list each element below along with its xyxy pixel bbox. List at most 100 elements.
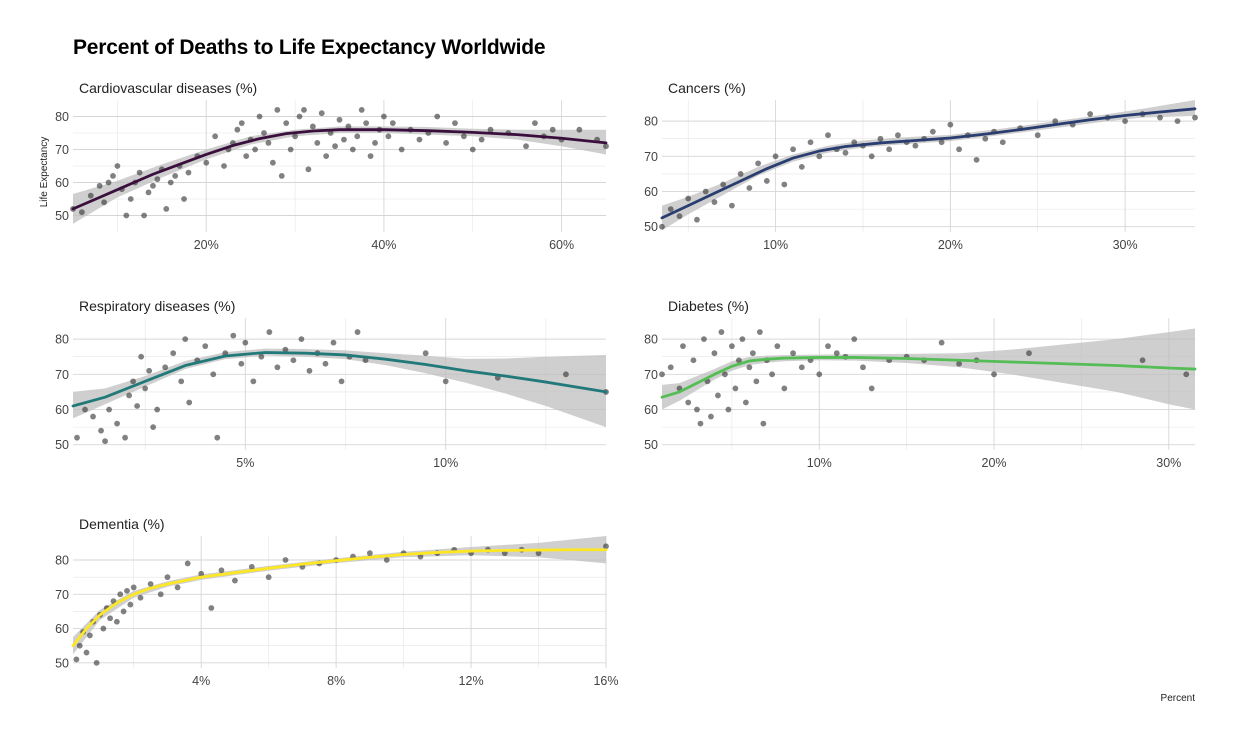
data-point (146, 367, 153, 374)
data-point (434, 113, 441, 120)
confidence-band (73, 348, 606, 428)
y-tick-label: 80 (644, 333, 658, 347)
data-point (124, 587, 130, 594)
data-point (290, 357, 297, 364)
data-point (203, 159, 210, 166)
panel-title: Respiratory diseases (%) (79, 298, 235, 314)
y-tick-label: 70 (644, 150, 658, 164)
data-point (330, 339, 337, 346)
data-point (221, 163, 227, 169)
data-point (718, 329, 725, 335)
data-point (929, 128, 936, 135)
data-point (102, 438, 108, 445)
data-point (90, 413, 96, 420)
data-point (137, 594, 144, 601)
panel-3: Respiratory diseases (%) 50 60 70 80 5% 10% (55, 298, 609, 470)
data-point (349, 146, 356, 153)
data-point (735, 357, 742, 364)
data-point (73, 656, 80, 663)
data-point (680, 343, 686, 350)
data-point (760, 420, 767, 427)
data-point (694, 216, 700, 223)
data-point (178, 378, 185, 385)
trend-line (660, 356, 1197, 399)
data-point (769, 371, 775, 378)
data-point (170, 350, 177, 357)
data-point (282, 346, 289, 353)
data-point (956, 146, 962, 153)
x-tick-label: 30% (1113, 238, 1138, 252)
data-point (282, 557, 289, 563)
data-point (138, 353, 145, 360)
data-point (266, 329, 273, 335)
data-point (576, 126, 583, 133)
data-point (711, 350, 718, 357)
data-point (117, 591, 124, 598)
data-point (202, 343, 209, 350)
data-point (145, 189, 152, 196)
data-point (210, 371, 217, 378)
data-point (603, 143, 609, 150)
y-tick-label: 60 (55, 403, 69, 417)
data-point (212, 133, 219, 140)
y-tick-label: 50 (55, 209, 69, 223)
data-point (76, 642, 83, 649)
y-tick-label: 60 (644, 185, 658, 199)
panel-title: Diabetes (%) (668, 298, 749, 314)
data-point (354, 329, 361, 335)
y-tick-label: 60 (55, 176, 69, 190)
data-point (389, 120, 396, 126)
data-point (746, 364, 753, 371)
data-point (1183, 371, 1190, 378)
data-point (123, 212, 130, 219)
data-point (214, 434, 221, 441)
data-point (715, 392, 721, 399)
data-point (98, 427, 104, 434)
chart-title: Percent of Deaths to Life Expectancy Wor… (73, 36, 546, 59)
y-tick-label: 50 (55, 438, 69, 452)
data-point (366, 550, 373, 557)
data-point (868, 153, 875, 160)
data-point (790, 146, 796, 153)
data-point (318, 110, 325, 117)
data-point (1157, 114, 1163, 121)
data-point (107, 615, 114, 622)
data-point (708, 413, 714, 420)
y-tick-label: 80 (644, 115, 658, 129)
panel-2: Cancers (%) 50 60 70 80 10% 20% 30% (644, 80, 1198, 252)
data-point (807, 139, 814, 146)
panel-4: Diabetes (%) 50 60 70 80 10% 20% 30% (644, 298, 1197, 470)
data-point (336, 116, 343, 123)
data-point (122, 434, 128, 441)
data-point (332, 143, 338, 150)
x-tick-label: 20% (938, 238, 963, 252)
data-point (358, 107, 365, 113)
data-point (198, 570, 205, 577)
y-tick-label: 70 (55, 588, 69, 602)
data-point (851, 139, 858, 146)
data-point (167, 179, 174, 186)
x-tick-label: 60% (549, 238, 574, 252)
data-point (1174, 118, 1181, 125)
data-point (1026, 350, 1032, 357)
data-point (127, 601, 134, 608)
data-point (354, 133, 361, 140)
data-point (1052, 118, 1059, 125)
data-point (292, 133, 298, 140)
x-tick-label: 16% (593, 674, 618, 688)
data-point (82, 406, 88, 413)
y-tick-label: 80 (55, 554, 69, 568)
data-point (860, 364, 866, 371)
data-point (363, 120, 370, 126)
y-tick-label: 50 (55, 656, 69, 670)
data-point (694, 406, 700, 413)
data-point (142, 385, 149, 392)
panel-title: Cancers (%) (668, 80, 746, 96)
data-point (825, 343, 831, 350)
y-axis-label: Life Expectancy (39, 137, 50, 208)
data-point (86, 632, 93, 639)
data-point (238, 120, 245, 126)
data-point (87, 192, 94, 199)
x-tick-label: 4% (192, 674, 210, 688)
x-tick-label: 5% (236, 456, 254, 470)
